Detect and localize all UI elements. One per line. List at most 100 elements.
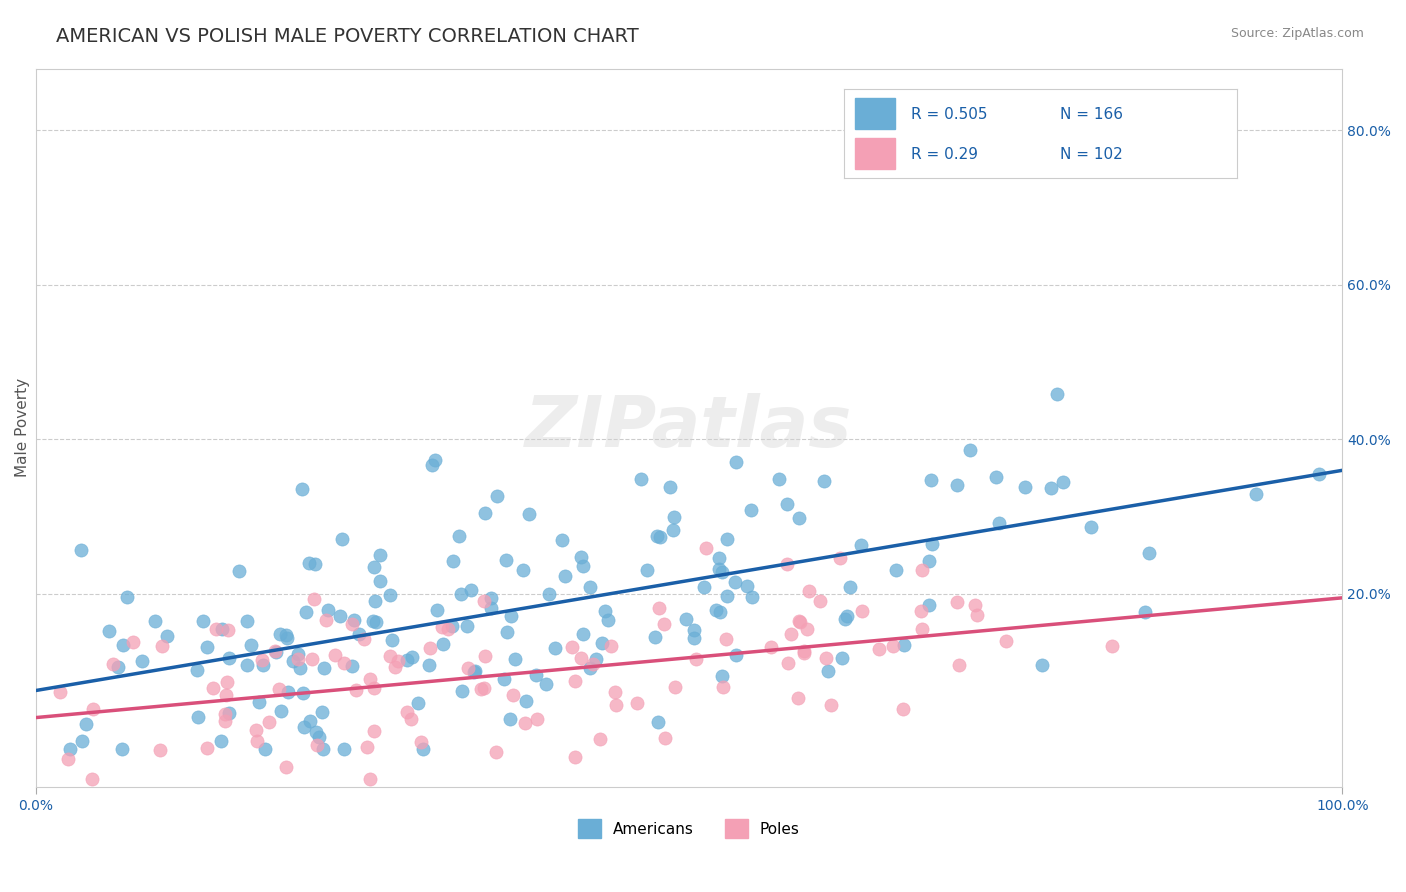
Americans <box>343 613 366 627</box>
Americans <box>156 629 179 643</box>
Americans <box>837 608 859 623</box>
Americans <box>515 694 537 708</box>
Poles <box>411 735 433 749</box>
Americans <box>209 733 232 747</box>
Americans <box>329 608 352 623</box>
Poles <box>502 688 524 702</box>
Americans <box>585 652 607 666</box>
Poles <box>359 672 381 686</box>
Americans <box>447 529 470 543</box>
Americans <box>463 665 485 679</box>
Americans <box>716 589 738 603</box>
Americans <box>596 613 619 627</box>
Americans <box>711 668 734 682</box>
Americans <box>316 603 339 617</box>
Poles <box>564 749 586 764</box>
Americans <box>481 600 503 615</box>
Americans <box>111 741 134 756</box>
Americans <box>834 612 856 626</box>
Americans <box>432 637 454 651</box>
Americans <box>921 537 943 551</box>
Americans <box>1308 467 1330 482</box>
Poles <box>882 640 904 654</box>
Poles <box>287 652 309 666</box>
Poles <box>564 673 586 688</box>
Americans <box>441 554 464 568</box>
Americans <box>716 532 738 546</box>
Poles <box>276 759 298 773</box>
Poles <box>257 715 280 730</box>
Americans <box>274 628 297 642</box>
Poles <box>648 601 671 615</box>
Americans <box>683 623 706 637</box>
Americans <box>131 654 153 668</box>
Americans <box>593 604 616 618</box>
Poles <box>685 651 707 665</box>
Americans <box>839 581 862 595</box>
Americans <box>474 506 496 520</box>
Text: R = 0.505: R = 0.505 <box>911 107 987 121</box>
Americans <box>724 575 747 590</box>
Americans <box>228 564 250 578</box>
Americans <box>364 594 387 608</box>
Americans <box>218 706 240 720</box>
Americans <box>308 730 330 744</box>
Americans <box>75 717 97 731</box>
Americans <box>813 474 835 488</box>
Americans <box>330 532 353 546</box>
Poles <box>799 583 821 598</box>
Poles <box>214 714 236 728</box>
Poles <box>80 772 103 787</box>
Poles <box>911 563 934 577</box>
Poles <box>780 627 803 641</box>
Poles <box>419 640 441 655</box>
Americans <box>312 741 335 756</box>
Americans <box>495 553 517 567</box>
Americans <box>423 453 446 467</box>
Text: R = 0.29: R = 0.29 <box>911 147 977 161</box>
Poles <box>342 616 364 631</box>
Poles <box>946 594 969 608</box>
Americans <box>711 565 734 579</box>
Americans <box>464 664 486 678</box>
Americans <box>195 640 218 655</box>
Americans <box>849 538 872 552</box>
Poles <box>359 772 381 787</box>
FancyBboxPatch shape <box>855 138 894 169</box>
Americans <box>191 614 214 628</box>
Americans <box>264 645 287 659</box>
Americans <box>253 741 276 756</box>
Americans <box>298 714 321 728</box>
Americans <box>111 638 134 652</box>
Poles <box>323 648 346 663</box>
Americans <box>422 458 444 472</box>
Americans <box>645 529 668 543</box>
Poles <box>868 642 890 657</box>
Americans <box>918 599 941 613</box>
Poles <box>948 657 970 672</box>
Poles <box>484 745 506 759</box>
Text: N = 102: N = 102 <box>1060 147 1123 161</box>
Americans <box>1137 546 1160 560</box>
Poles <box>301 651 323 665</box>
Poles <box>911 622 934 636</box>
Poles <box>217 674 239 689</box>
Poles <box>561 640 583 654</box>
Americans <box>117 590 139 604</box>
Americans <box>571 549 593 564</box>
Poles <box>714 632 737 646</box>
Americans <box>692 580 714 594</box>
Poles <box>526 712 548 726</box>
Americans <box>381 633 404 648</box>
Americans <box>1046 387 1069 401</box>
Americans <box>572 627 595 641</box>
Poles <box>356 739 378 754</box>
Americans <box>418 657 440 672</box>
Americans <box>945 478 967 492</box>
Americans <box>662 524 685 538</box>
Americans <box>918 554 941 568</box>
Poles <box>474 648 496 663</box>
Americans <box>59 741 82 756</box>
Americans <box>441 619 464 633</box>
Americans <box>636 562 658 576</box>
